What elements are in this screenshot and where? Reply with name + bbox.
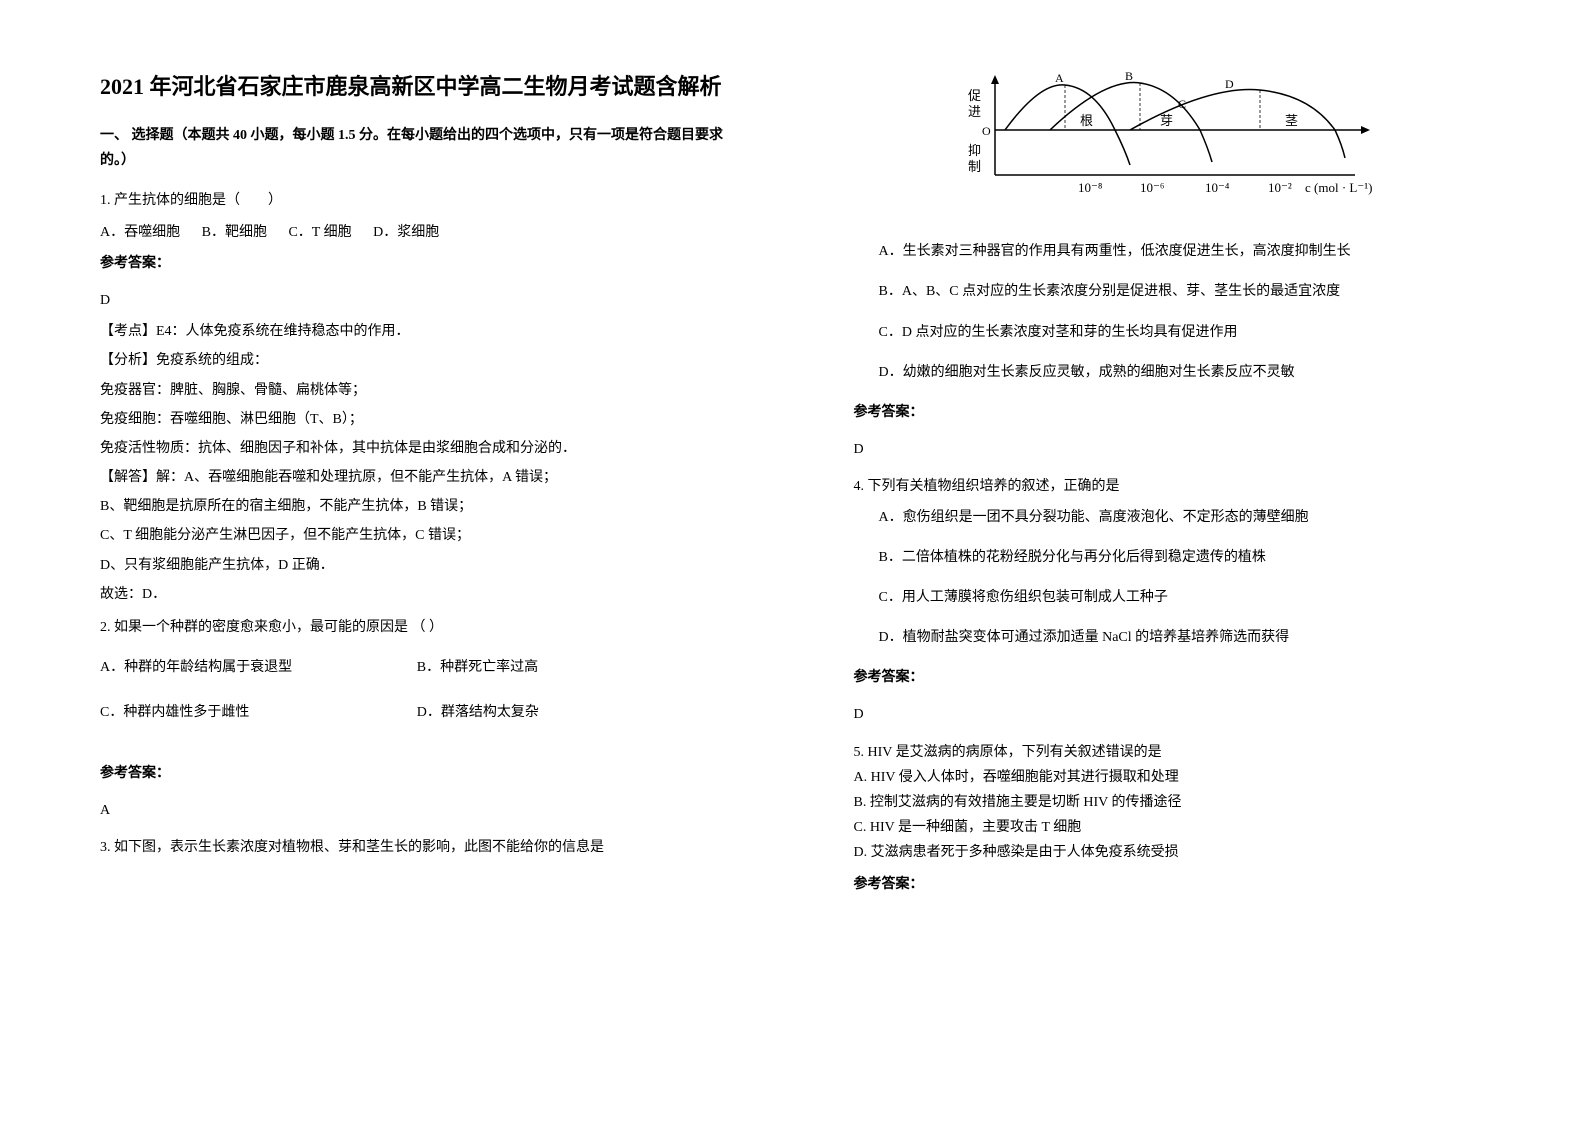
q4-opt-a: A．愈伤组织是一团不具分裂功能、高度液泡化、不定形态的薄壁细胞 <box>854 505 1488 530</box>
q5-opt-b: B. 控制艾滋病的有效措施主要是切断 HIV 的传播途径 <box>854 790 1488 815</box>
question-3: 3. 如下图，表示生长素浓度对植物根、芽和茎生长的影响，此图不能给你的信息是 <box>100 835 734 860</box>
q5-stem: 5. HIV 是艾滋病的病原体，下列有关叙述错误的是 <box>854 740 1488 765</box>
q5-opt-a: A. HIV 侵入人体时，吞噬细胞能对其进行摄取和处理 <box>854 765 1488 790</box>
question-1: 1. 产生抗体的细胞是（ ） A．吞噬细胞 B．靶细胞 C．T 细胞 D．浆细胞… <box>100 188 734 607</box>
q4-answer: D <box>854 702 1488 727</box>
q3-options: A．生长素对三种器官的作用具有两重性，低浓度促进生长，高浓度抑制生长 B．A、B… <box>854 239 1488 385</box>
x-axis-arrow <box>1361 126 1370 134</box>
curve-d-label: D <box>1225 77 1234 91</box>
right-column: 促 进 抑 制 O A 根 B 芽 C D <box>794 0 1587 1122</box>
q5-answer-label: 参考答案： <box>854 872 1488 897</box>
y-label-inhibit-2: 制 <box>968 159 981 174</box>
q1-exp-1: 【分析】免疫系统的组成： <box>100 348 734 373</box>
xtick-0: 10⁻¹⁰ <box>1015 70 1047 74</box>
q1-opt-d: D．浆细胞 <box>373 225 439 240</box>
left-column: 2021 年河北省石家庄市鹿泉高新区中学高二生物月考试题含解析 一、 选择题（本… <box>0 0 794 1122</box>
xtick-1: 10⁻⁸ <box>1078 180 1103 195</box>
q1-exp-7: C、T 细胞能分泌产生淋巴因子，但不能产生抗体，C 错误； <box>100 523 734 548</box>
q4-opt-c: C．用人工薄膜将愈伤组织包装可制成人工种子 <box>854 585 1488 610</box>
y-label-inhibit-1: 抑 <box>968 143 981 158</box>
q4-opt-b: B．二倍体植株的花粉经脱分化与再分化后得到稳定遗传的植株 <box>854 545 1488 570</box>
q1-exp-3: 免疫细胞：吞噬细胞、淋巴细胞（T、B）； <box>100 407 734 432</box>
q2-options: A．种群的年龄结构属于衰退型 B．种群死亡率过高 C．种群内雄性多于雌性 D．群… <box>100 655 734 745</box>
growth-chart-svg: 促 进 抑 制 O A 根 B 芽 C D <box>950 70 1390 210</box>
q1-exp-4: 免疫活性物质：抗体、细胞因子和补体，其中抗体是由浆细胞合成和分泌的． <box>100 436 734 461</box>
curve-root <box>1005 85 1130 165</box>
q1-exp-2: 免疫器官：脾脏、胸腺、骨髓、扁桃体等； <box>100 378 734 403</box>
x-axis-label: c (mol · L⁻¹) <box>1305 180 1372 195</box>
section-header-text: 一、 选择题（本题共 40 小题，每小题 1.5 分。在每小题给出的四个选项中，… <box>100 128 723 168</box>
q1-answer-label: 参考答案： <box>100 251 734 276</box>
y-axis-arrow <box>991 75 999 84</box>
curve-a-label: A <box>1055 71 1064 85</box>
q1-opt-b: B．靶细胞 <box>202 225 267 240</box>
xtick-2: 10⁻⁶ <box>1140 180 1164 195</box>
q2-opt-b: B．种群死亡率过高 <box>417 655 734 680</box>
q3-answer: D <box>854 437 1488 462</box>
y-label-promote-1: 促 <box>968 88 981 103</box>
q5-opt-c: C. HIV 是一种细菌，主要攻击 T 细胞 <box>854 815 1488 840</box>
q2-stem: 2. 如果一个种群的密度愈来愈小，最可能的原因是 （ ） <box>100 615 734 640</box>
question-2: 2. 如果一个种群的密度愈来愈小，最可能的原因是 （ ） A．种群的年龄结构属于… <box>100 615 734 823</box>
q3-opt-d: D．幼嫩的细胞对生长素反应灵敏，成熟的细胞对生长素反应不灵敏 <box>854 360 1488 385</box>
q2-opt-d: D．群落结构太复杂 <box>417 700 734 725</box>
q3-answer-label: 参考答案： <box>854 400 1488 425</box>
q4-opt-d: D．植物耐盐突变体可通过添加适量 NaCl 的培养基培养筛选而获得 <box>854 625 1488 650</box>
q4-options: A．愈伤组织是一团不具分裂功能、高度液泡化、不定形态的薄壁细胞 B．二倍体植株的… <box>854 505 1488 651</box>
q3-chart: 促 进 抑 制 O A 根 B 芽 C D <box>854 70 1488 219</box>
q1-answer: D <box>100 288 734 313</box>
q3-opt-a: A．生长素对三种器官的作用具有两重性，低浓度促进生长，高浓度抑制生长 <box>854 239 1488 264</box>
q3-stem: 3. 如下图，表示生长素浓度对植物根、芽和茎生长的影响，此图不能给你的信息是 <box>100 835 734 860</box>
q1-options: A．吞噬细胞 B．靶细胞 C．T 细胞 D．浆细胞 <box>100 220 734 245</box>
curve-bud <box>1050 83 1212 162</box>
q1-opt-a: A．吞噬细胞 <box>100 225 180 240</box>
q1-exp-6: B、靶细胞是抗原所在的宿主细胞，不能产生抗体，B 错误； <box>100 494 734 519</box>
q1-opt-c: C．T 细胞 <box>288 225 351 240</box>
origin-label: O <box>982 124 991 138</box>
q1-exp-8: D、只有浆细胞能产生抗体，D 正确． <box>100 553 734 578</box>
xtick-3: 10⁻⁴ <box>1205 180 1230 195</box>
q2-opt-c: C．种群内雄性多于雌性 <box>100 700 417 725</box>
q1-exp-5: 【解答】解：A、吞噬细胞能吞噬和处理抗原，但不能产生抗体，A 错误； <box>100 465 734 490</box>
q2-opt-a: A．种群的年龄结构属于衰退型 <box>100 655 417 680</box>
q1-exp-0: 【考点】E4：人体免疫系统在维持稳态中的作用． <box>100 319 734 344</box>
q1-stem: 1. 产生抗体的细胞是（ ） <box>100 188 734 213</box>
xtick-4: 10⁻² <box>1268 180 1292 195</box>
question-4: 4. 下列有关植物组织培养的叙述，正确的是 A．愈伤组织是一团不具分裂功能、高度… <box>854 474 1488 727</box>
q5-opt-d: D. 艾滋病患者死于多种感染是由于人体免疫系统受损 <box>854 840 1488 865</box>
q2-answer: A <box>100 798 734 823</box>
curve-bud-text: 芽 <box>1160 113 1173 128</box>
q2-answer-label: 参考答案： <box>100 761 734 786</box>
curve-b-label: B <box>1125 70 1133 83</box>
document-title: 2021 年河北省石家庄市鹿泉高新区中学高二生物月考试题含解析 <box>100 70 734 103</box>
q3-opt-c: C．D 点对应的生长素浓度对茎和芽的生长均具有促进作用 <box>854 320 1488 345</box>
curve-stem-text: 茎 <box>1285 113 1298 128</box>
q1-exp-9: 故选：D． <box>100 582 734 607</box>
q4-stem: 4. 下列有关植物组织培养的叙述，正确的是 <box>854 474 1488 499</box>
section-header: 一、 选择题（本题共 40 小题，每小题 1.5 分。在每小题给出的四个选项中，… <box>100 123 734 173</box>
curve-root-text: 根 <box>1080 113 1093 128</box>
q3-opt-b: B．A、B、C 点对应的生长素浓度分别是促进根、芽、茎生长的最适宜浓度 <box>854 279 1488 304</box>
y-label-promote-2: 进 <box>968 104 981 119</box>
question-5: 5. HIV 是艾滋病的病原体，下列有关叙述错误的是 A. HIV 侵入人体时，… <box>854 740 1488 897</box>
q4-answer-label: 参考答案： <box>854 665 1488 690</box>
